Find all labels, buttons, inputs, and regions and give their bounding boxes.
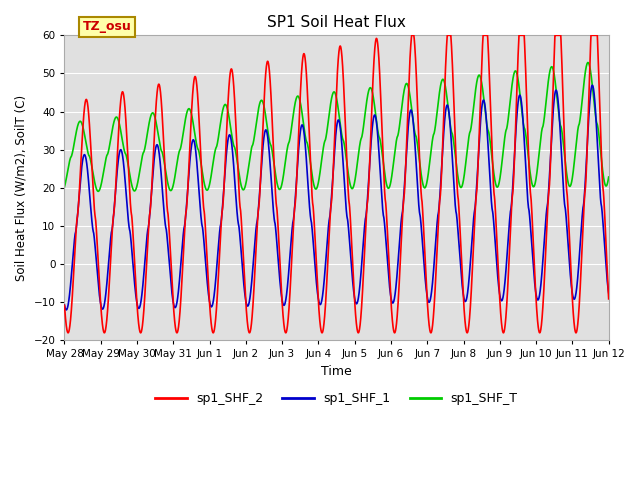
X-axis label: Time: Time [321,365,352,378]
sp1_SHF_T [620,55,628,61]
sp1_SHF_2 [163,197,170,203]
sp1_SHF_1 [623,86,630,92]
sp1_SHF_T [523,141,531,146]
sp1_SHF_2 [623,38,630,44]
sp1_SHF_1 [61,302,68,308]
sp1_SHF_2 [523,103,531,109]
sp1_SHF_2 [275,247,283,253]
sp1_SHF_T [276,187,284,192]
Line: sp1_SHF_T: sp1_SHF_T [65,58,627,192]
sp1_SHF_T [480,99,488,105]
sp1_SHF_T [623,64,630,70]
Title: SP1 Soil Heat Flux: SP1 Soil Heat Flux [267,15,406,30]
sp1_SHF_T [398,104,406,110]
sp1_SHF_1 [398,213,406,219]
sp1_SHF_1 [480,98,488,104]
sp1_SHF_1 [163,230,170,236]
sp1_SHF_2 [398,229,406,235]
sp1_SHF_2 [426,329,434,335]
sp1_SHF_T [94,189,102,194]
Line: sp1_SHF_1: sp1_SHF_1 [65,85,627,310]
sp1_SHF_T [61,184,68,190]
Line: sp1_SHF_2: sp1_SHF_2 [65,36,627,333]
sp1_SHF_T [426,155,434,160]
Text: TZ_osu: TZ_osu [83,21,131,34]
sp1_SHF_1 [63,307,70,313]
Y-axis label: Soil Heat Flux (W/m2), SoilT (C): Soil Heat Flux (W/m2), SoilT (C) [15,95,28,281]
sp1_SHF_2 [408,33,415,38]
sp1_SHF_2 [480,33,488,38]
sp1_SHF_2 [609,330,616,336]
sp1_SHF_2 [61,302,68,308]
sp1_SHF_1 [426,297,434,303]
sp1_SHF_1 [589,83,596,88]
sp1_SHF_T [163,175,170,180]
Legend: sp1_SHF_2, sp1_SHF_1, sp1_SHF_T: sp1_SHF_2, sp1_SHF_1, sp1_SHF_T [150,387,523,410]
sp1_SHF_1 [523,185,531,191]
sp1_SHF_1 [276,273,284,278]
